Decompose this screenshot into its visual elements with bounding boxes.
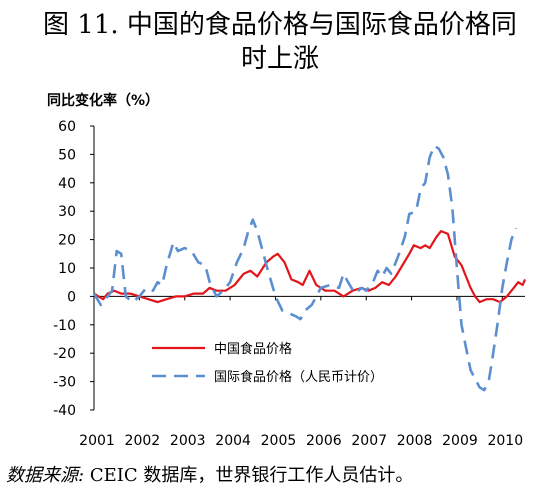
y-tick-label: -20 [53,346,76,362]
y-tick-label: 30 [58,204,76,220]
y-tick-label: 0 [67,289,76,305]
y-tick-label: -10 [53,318,76,334]
source-note: 数据来源: CEIC 数据库，世界银行工作人员估计。 [6,461,413,487]
x-tick-label: 2003 [170,433,206,449]
axes [90,125,525,411]
x-tick-label: 2009 [442,433,478,449]
x-tick-label: 2001 [79,433,115,449]
y-tick-label: 60 [58,119,76,135]
series-line-1 [93,230,527,304]
x-tick-label: 2008 [397,433,433,449]
source-label: 数据来源: [6,465,85,486]
y-tick-label: -30 [53,375,76,391]
legend-label-2: 国际食品价格（人民币计价） [214,369,383,385]
x-tick-label: 2005 [261,433,297,449]
series-line-2 [92,144,518,392]
x-tick-label: 2010 [487,433,523,449]
y-tick-label: 20 [58,233,76,249]
x-tick-label: 2007 [351,433,387,449]
y-tick-label: -40 [53,403,76,419]
tick-labels: -40 -30 -20 -10 0 10 20 30 40 50 60 2001 2002 2003 200… [53,119,523,449]
y-tick-label: 10 [58,261,76,277]
series-lines [92,144,527,392]
y-tick-label: 50 [58,147,76,163]
y-tick-label: 40 [58,176,76,192]
x-tick-label: 2004 [215,433,251,449]
y-axis-label: 同比变化率（%） [47,93,160,109]
source-text: CEIC 数据库，世界银行工作人员估计。 [89,465,414,486]
chart-title-line1: 图 11. 中国的食品价格与国际食品价格同 [43,10,517,40]
chart-title-line2: 时上涨 [240,44,319,74]
x-tick-label: 2006 [306,433,342,449]
x-tick-label: 2002 [125,433,161,449]
legend-label-1: 中国食品价格 [214,341,292,357]
